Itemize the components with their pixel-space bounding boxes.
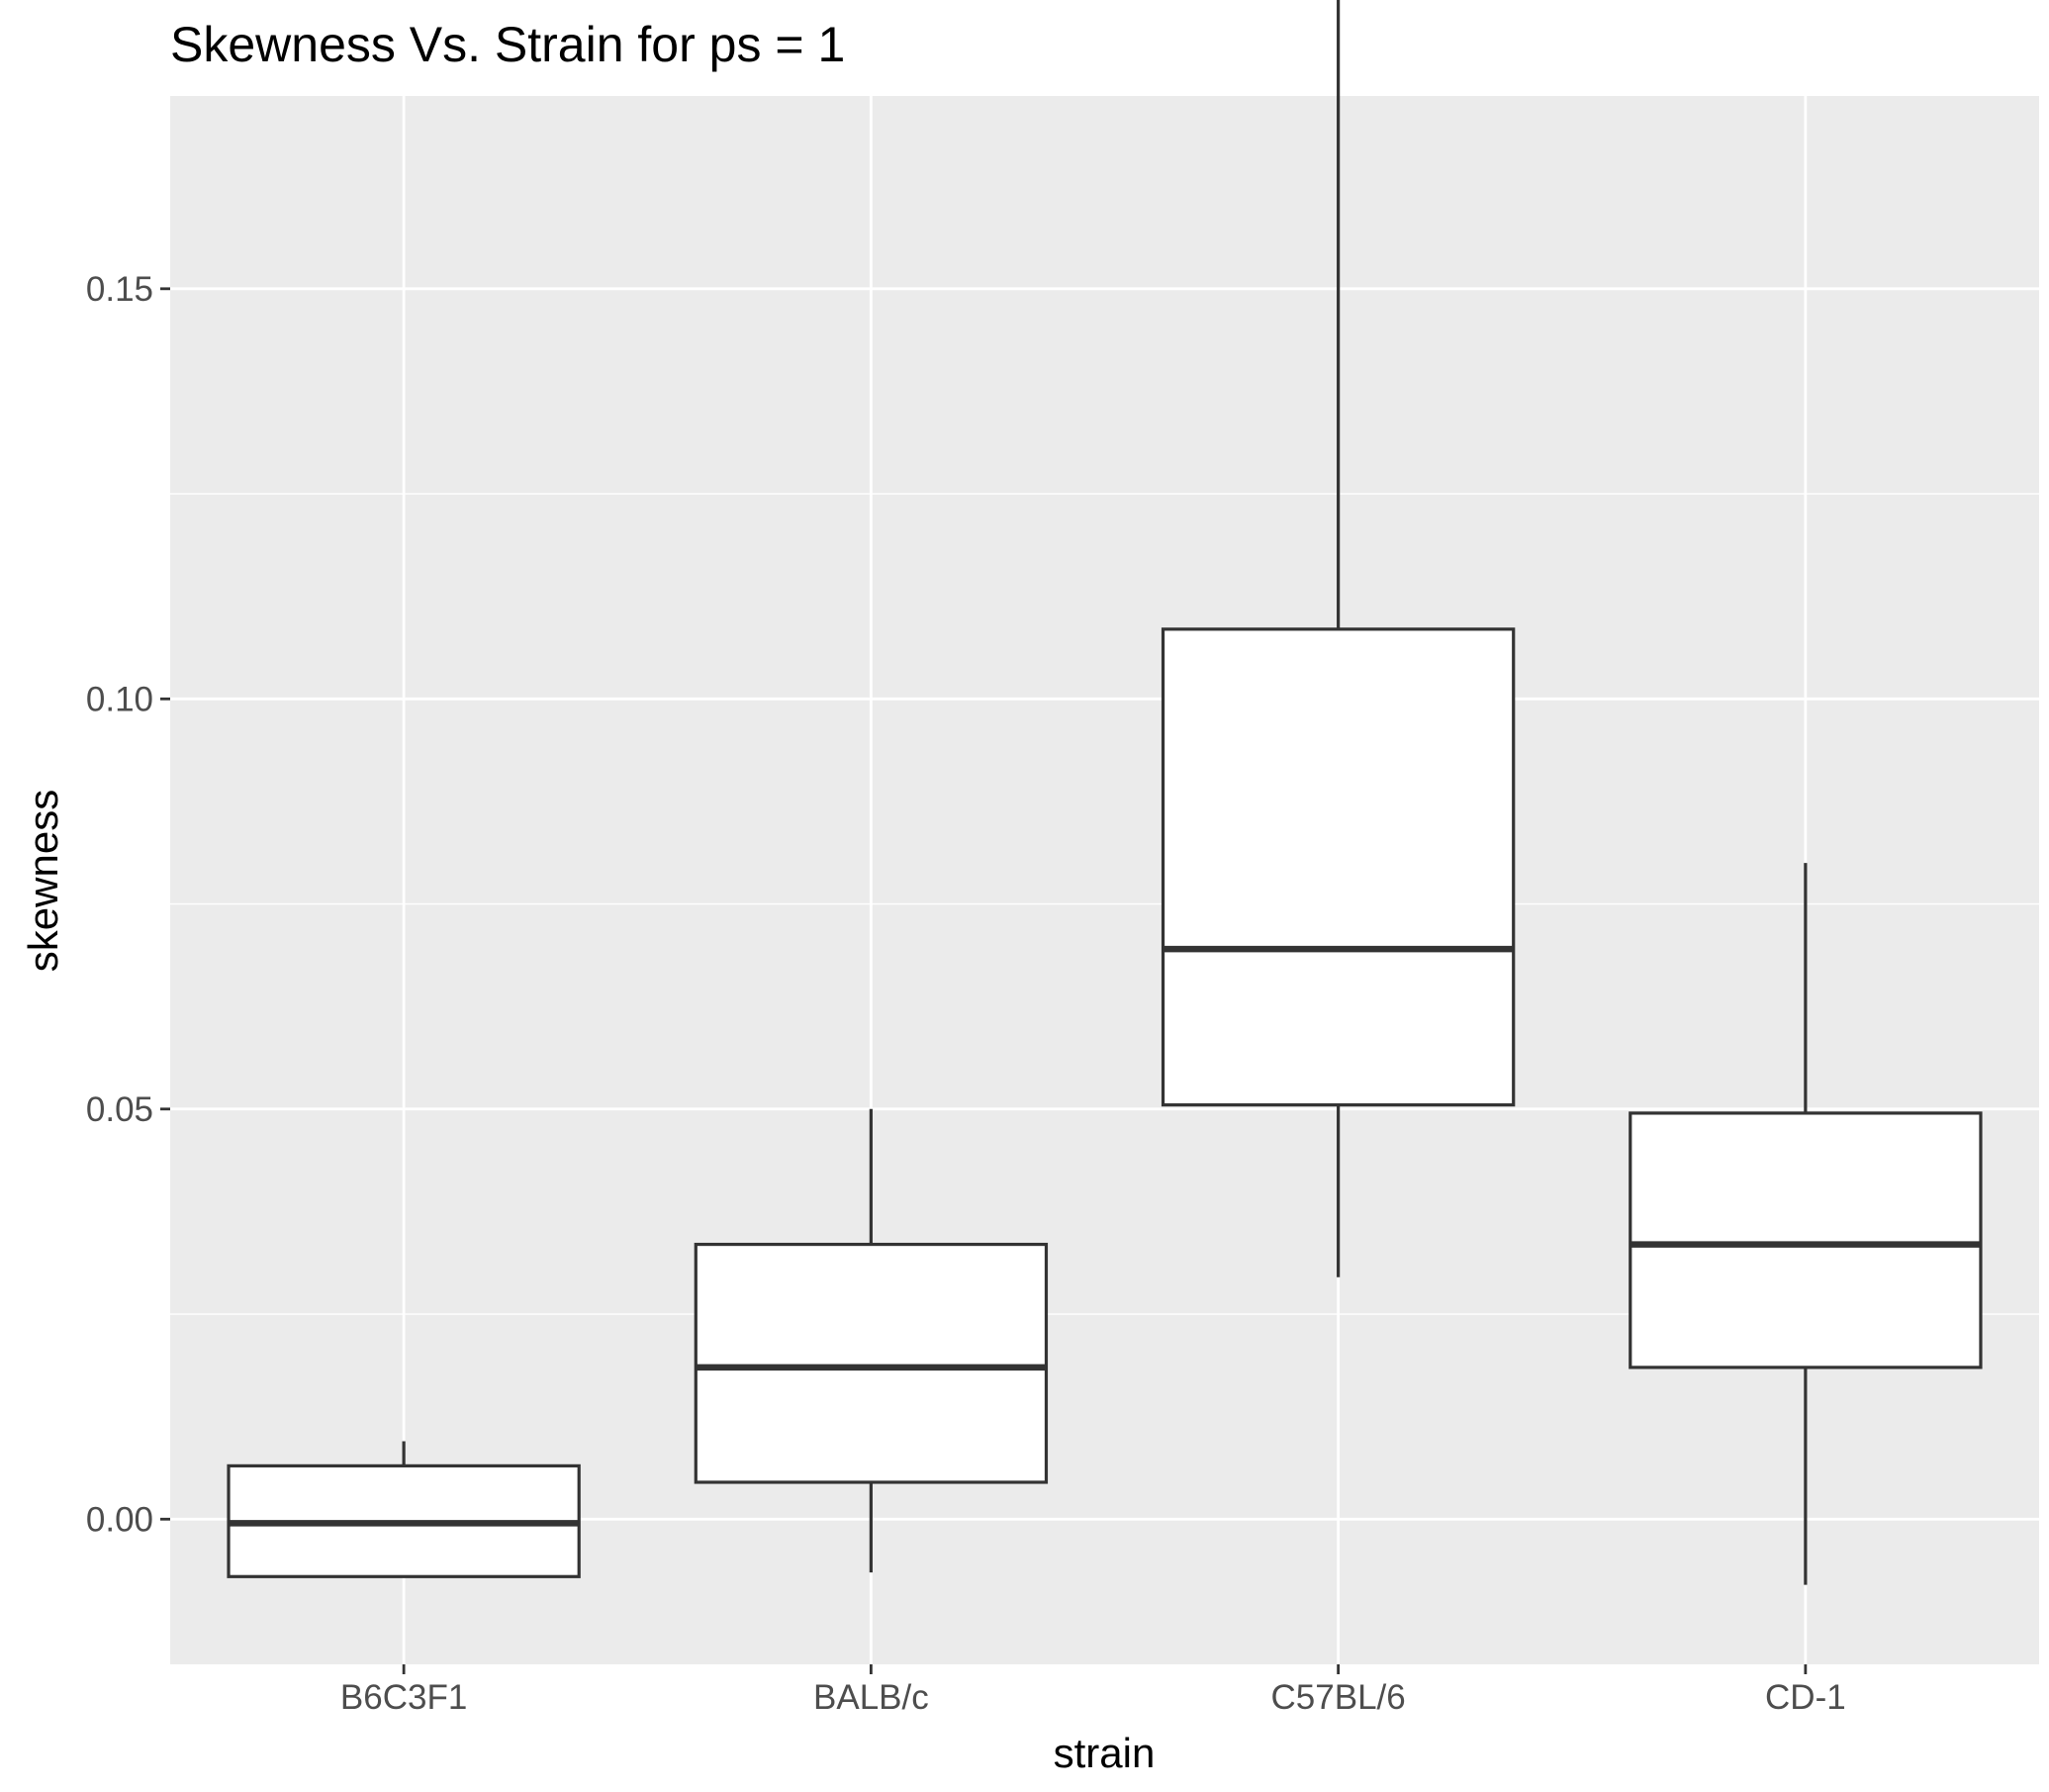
x-tick-label: C57BL/6 bbox=[1271, 1678, 1406, 1717]
box-rect bbox=[1161, 627, 1516, 1107]
box-c57bl-6 bbox=[1161, 0, 1516, 1277]
boxes bbox=[227, 0, 1983, 1585]
y-tick-label: 0.05 bbox=[86, 1090, 153, 1129]
y-tick-label: 0.15 bbox=[86, 270, 153, 309]
y-tick-label: 0.10 bbox=[86, 680, 153, 718]
x-axis-title: strain bbox=[1054, 1730, 1156, 1776]
box-cd-1 bbox=[1629, 863, 1983, 1585]
x-tick-label: CD-1 bbox=[1765, 1678, 1846, 1717]
box-b6c3f1 bbox=[227, 1441, 581, 1578]
box-rect bbox=[694, 1242, 1049, 1484]
x-tick-label: B6C3F1 bbox=[340, 1678, 467, 1717]
x-tick-label: BALB/c bbox=[813, 1678, 929, 1717]
box-rect bbox=[1629, 1111, 1983, 1369]
box-balb-c bbox=[694, 1108, 1049, 1573]
axes: 0.00 0.05 0.10 0.15 B6C3F1 BALB/c C57BL/6 CD-1 bbox=[86, 270, 1846, 1717]
plot-panel bbox=[170, 96, 2039, 1664]
y-tick-label: 0.00 bbox=[86, 1500, 153, 1539]
y-axis-title: skewness bbox=[20, 790, 66, 972]
chart-title: Skewness Vs. Strain for ps = 1 bbox=[170, 17, 845, 72]
